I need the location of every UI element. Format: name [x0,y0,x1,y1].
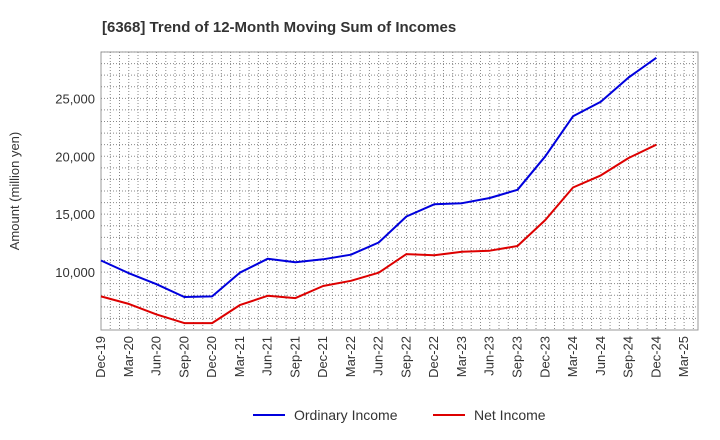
x-tick-label: Dec-19 [93,336,108,378]
series-line-net-income [100,143,657,325]
legend-label: Ordinary Income [294,407,398,423]
x-tick-label: Mar-21 [232,336,247,377]
x-tick-label: Jun-20 [149,336,164,376]
y-axis-ticks: 10,000 15,000 20,000 25,000 [55,91,95,280]
series-lines [100,56,657,325]
y-axis-label: Amount (million yen) [7,132,22,251]
x-tick-label: Dec-20 [204,336,219,378]
gridlines [101,51,698,330]
x-tick-label: Sep-23 [510,336,525,378]
y-tick-label: 15,000 [55,207,95,222]
x-tick-label: Mar-23 [454,336,469,377]
chart-title: [6368] Trend of 12-Month Moving Sum of I… [102,19,456,36]
x-tick-label: Mar-25 [676,336,691,377]
x-tick-label: Jun-21 [260,336,275,376]
y-tick-label: 10,000 [55,265,95,280]
y-tick-label: 25,000 [55,91,95,106]
x-tick-label: Dec-23 [537,336,552,378]
legend: Ordinary Income Net Income [253,407,546,423]
x-tick-label: Sep-22 [398,336,413,378]
x-tick-label: Mar-22 [343,336,358,377]
x-tick-label: Mar-20 [121,336,136,377]
y-tick-label: 20,000 [55,149,95,164]
legend-label: Net Income [474,407,546,423]
x-tick-label: Sep-20 [176,336,191,378]
x-tick-label: Dec-22 [426,336,441,378]
x-tick-label: Dec-21 [315,336,330,378]
x-tick-label: Sep-21 [287,336,302,378]
x-tick-label: Dec-24 [648,336,663,378]
x-axis-ticks: Dec-19 Mar-20 Jun-20 Sep-20 Dec-20 Mar-21 Jun-… [93,336,691,378]
x-tick-label: Jun-23 [482,336,497,376]
x-tick-label: Mar-24 [565,336,580,377]
x-tick-label: Jun-22 [371,336,386,376]
series-line-ordinary-income [100,56,657,298]
x-tick-label: Jun-24 [593,336,608,376]
x-tick-label: Sep-24 [621,336,636,378]
